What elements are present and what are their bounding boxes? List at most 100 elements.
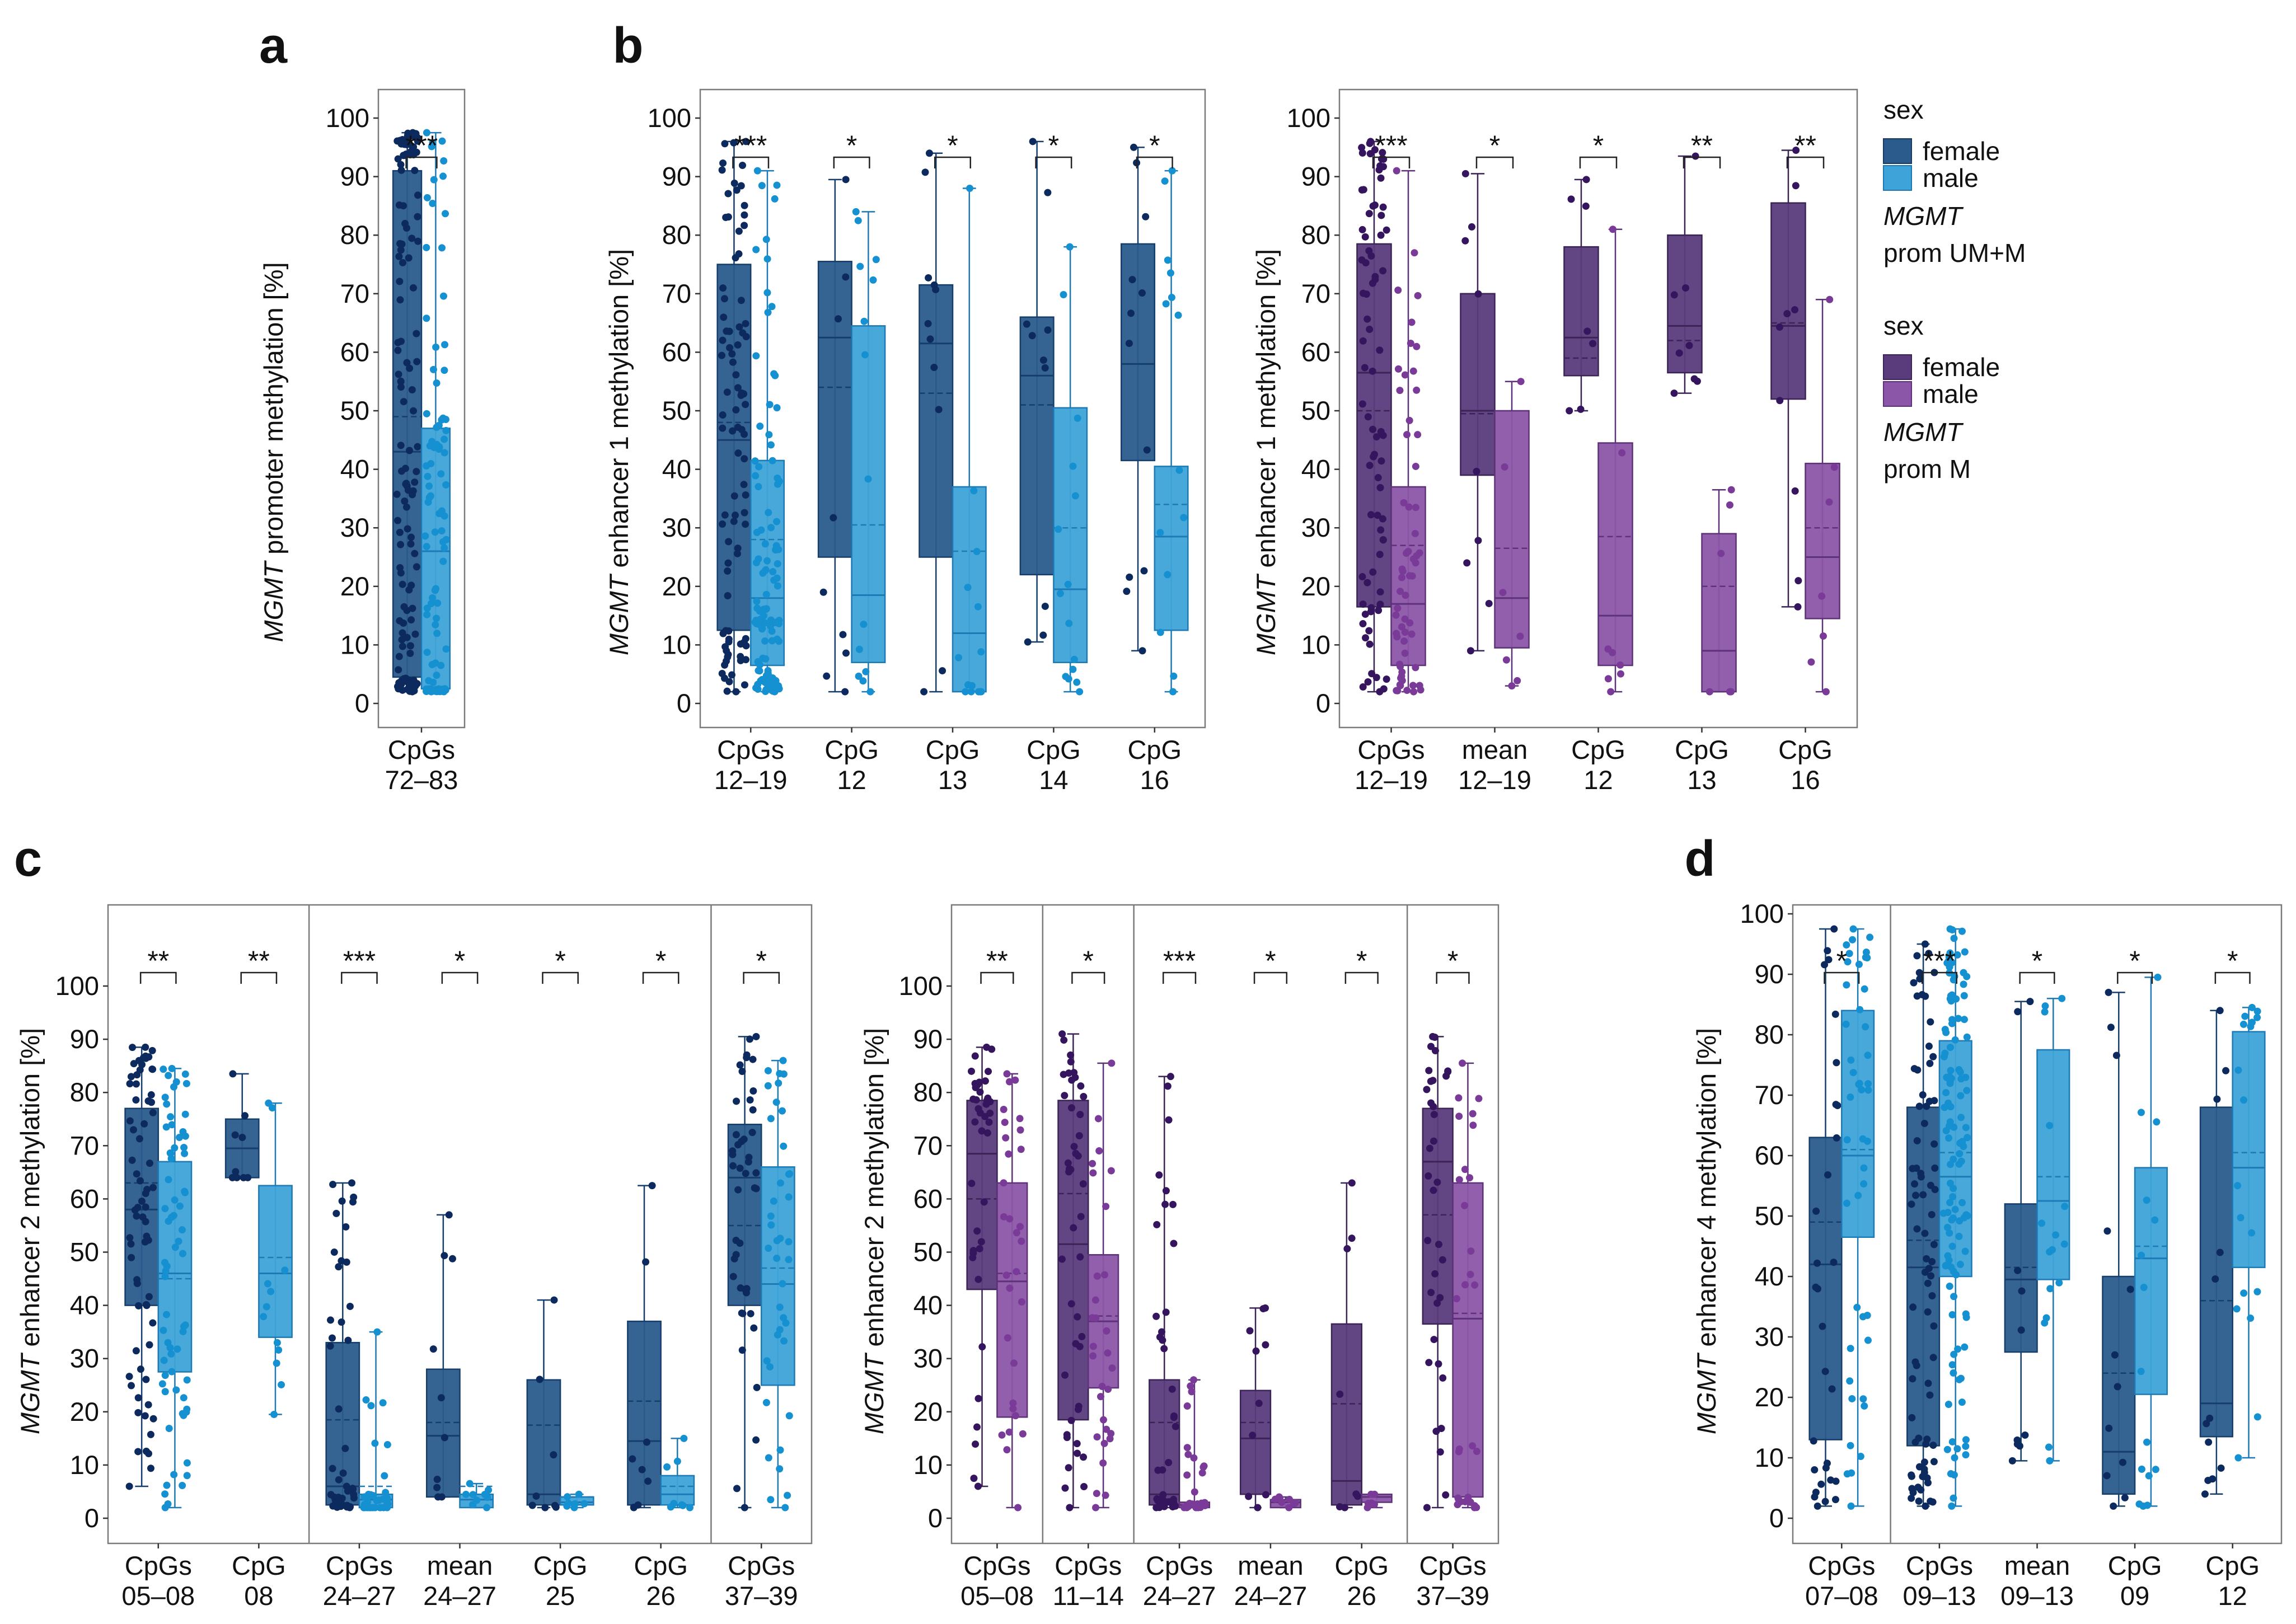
female-point <box>740 481 748 489</box>
female-point <box>1064 1159 1072 1167</box>
female-point <box>1126 573 1133 581</box>
y-tick-label: 90 <box>340 162 369 191</box>
male-point <box>1018 1298 1025 1306</box>
male-point <box>1860 1180 1868 1188</box>
y-axis-label-text: promoter methylation [%] <box>259 262 288 562</box>
female-point <box>1262 1491 1269 1499</box>
male-point <box>1089 1160 1097 1167</box>
male-point <box>767 524 775 532</box>
panel-label-c: c <box>14 831 42 887</box>
female-point <box>1164 1082 1172 1090</box>
female-point <box>441 1252 448 1260</box>
y-tick-label: 80 <box>662 220 691 250</box>
male-point <box>1005 1428 1013 1436</box>
male-point <box>753 597 761 605</box>
male-point <box>1069 665 1077 673</box>
female-point <box>719 411 727 419</box>
female-point <box>1379 267 1387 275</box>
female-point <box>1379 536 1387 544</box>
female-point <box>1821 961 1829 969</box>
male-point <box>1825 498 1833 506</box>
male-point <box>424 472 432 480</box>
female-point <box>136 1177 144 1185</box>
female-point <box>741 201 748 209</box>
y-tick-label: 80 <box>1301 220 1330 250</box>
male-point <box>1413 342 1421 350</box>
y-tick-label: 10 <box>70 1450 99 1480</box>
female-point <box>724 213 732 221</box>
male-point <box>1397 663 1404 670</box>
male-point <box>1416 549 1423 557</box>
male-point <box>1070 655 1078 663</box>
y-tick-label: 50 <box>662 396 691 425</box>
male-point <box>1857 1453 1864 1461</box>
female-point <box>2016 1442 2023 1450</box>
y-tick-label: 40 <box>70 1290 99 1320</box>
female-point <box>1929 1354 1937 1362</box>
male-point <box>1455 1448 1463 1456</box>
female-point <box>1908 1494 1915 1502</box>
male-point <box>432 343 440 351</box>
female-point <box>1690 375 1698 383</box>
male-point <box>755 667 762 674</box>
male-point <box>769 457 776 464</box>
male-point <box>1404 547 1412 555</box>
significance-label: * <box>1149 130 1160 161</box>
female-point <box>350 1490 358 1498</box>
y-tick-label: 90 <box>1301 162 1330 191</box>
female-point <box>326 1316 334 1324</box>
significance-label: * <box>846 130 857 161</box>
female-point <box>142 1376 150 1383</box>
female-point <box>1909 1303 1917 1311</box>
male-point <box>852 208 860 215</box>
male-point <box>761 540 769 548</box>
female-point <box>1360 186 1367 194</box>
female-point <box>739 161 747 169</box>
female-point <box>748 1129 756 1137</box>
female-point <box>1358 149 1366 157</box>
female-point <box>983 1129 991 1137</box>
male-point <box>1948 1216 1956 1224</box>
female-point <box>147 1091 155 1099</box>
female-point <box>1910 979 1918 987</box>
female-point <box>1076 1253 1084 1261</box>
male-point <box>1459 1059 1466 1067</box>
male-box <box>1701 533 1737 693</box>
male-point <box>442 426 450 434</box>
female-point <box>406 447 414 454</box>
female-point <box>1369 202 1377 210</box>
female-point <box>413 563 420 571</box>
male-point <box>2153 1118 2161 1126</box>
female-point <box>403 359 411 367</box>
female-point <box>721 661 729 669</box>
male-point <box>1951 1205 1959 1213</box>
y-tick-label: 50 <box>340 396 369 425</box>
significance-label: * <box>2032 945 2042 977</box>
male-point <box>1955 1066 1963 1074</box>
male-point <box>161 1093 169 1101</box>
female-point <box>2017 1326 2025 1334</box>
significance-label: * <box>555 945 565 977</box>
female-point <box>981 1113 989 1120</box>
y-tick-label: 80 <box>913 1077 943 1107</box>
male-point <box>1455 1176 1463 1184</box>
male-point <box>785 1256 793 1264</box>
male-point <box>1951 1036 1959 1044</box>
female-point <box>1366 139 1374 147</box>
female-point <box>414 213 421 220</box>
male-point <box>1849 936 1857 944</box>
female-point <box>1920 1119 1928 1127</box>
female-point <box>1930 1241 1938 1248</box>
male-point <box>1948 1311 1956 1318</box>
male-point <box>179 1250 186 1257</box>
y-tick-label: 30 <box>1755 1322 1784 1351</box>
male-point <box>1102 1203 1110 1210</box>
significance-label: * <box>1447 945 1458 977</box>
male-point <box>762 688 770 696</box>
y-tick-label: 60 <box>913 1184 943 1213</box>
male-point <box>2060 1240 2068 1248</box>
female-point <box>1436 1294 1444 1302</box>
male-point <box>775 546 782 553</box>
